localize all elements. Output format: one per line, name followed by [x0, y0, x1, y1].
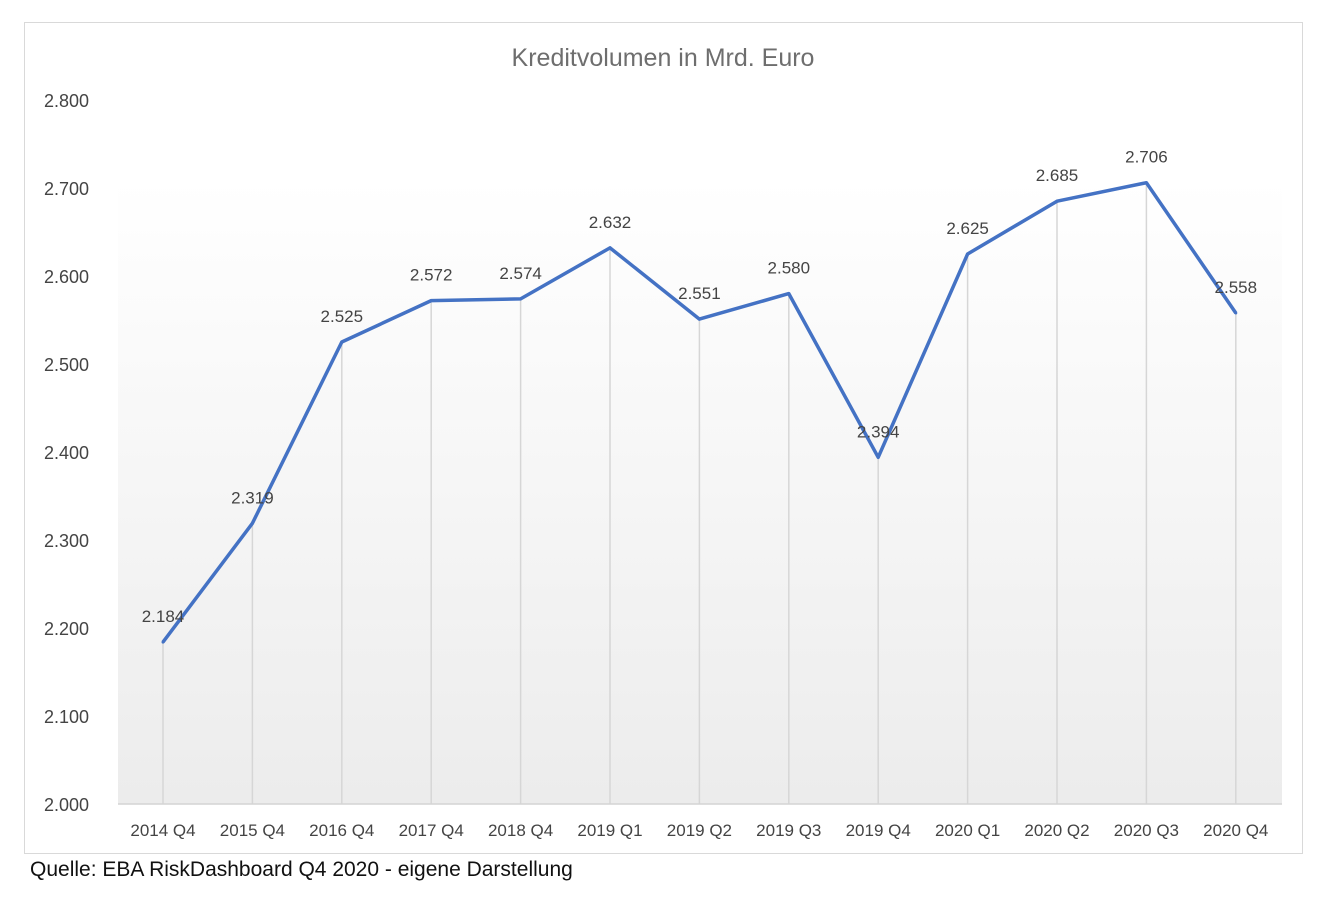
- data-label: 2.706: [1125, 148, 1168, 167]
- data-label: 2.558: [1215, 278, 1258, 297]
- data-label: 2.572: [410, 266, 453, 285]
- chart-frame: [24, 22, 1303, 854]
- data-label: 2.632: [589, 213, 632, 232]
- source-note: Quelle: EBA RiskDashboard Q4 2020 - eige…: [30, 858, 573, 881]
- data-label: 2.625: [946, 219, 989, 238]
- data-point: [429, 299, 433, 303]
- data-label: 2.394: [857, 422, 900, 441]
- data-label: 2.551: [678, 284, 721, 303]
- y-tick-label: 2.400: [44, 443, 89, 463]
- data-label: 2.525: [321, 307, 364, 326]
- data-point: [1144, 181, 1148, 185]
- x-tick-label: 2014 Q4: [130, 821, 195, 840]
- data-label: 2.319: [231, 488, 274, 507]
- data-point: [250, 521, 254, 525]
- line-chart: Kreditvolumen in Mrd. Euro 2.000 2.100 2.2…: [44, 44, 1282, 840]
- x-tick-label: 2017 Q4: [399, 821, 464, 840]
- y-tick-label: 2.100: [44, 707, 89, 727]
- x-tick-label: 2019 Q1: [577, 821, 642, 840]
- data-point: [697, 317, 701, 321]
- data-label: 2.685: [1036, 166, 1079, 185]
- data-point: [876, 455, 880, 459]
- data-label: 2.184: [142, 607, 185, 626]
- x-tick-label: 2015 Q4: [220, 821, 285, 840]
- data-point: [608, 246, 612, 250]
- data-point: [1234, 311, 1238, 315]
- data-point: [340, 340, 344, 344]
- y-tick-label: 2.500: [44, 355, 89, 375]
- y-tick-label: 2.300: [44, 531, 89, 551]
- x-tick-label: 2020 Q2: [1024, 821, 1089, 840]
- chart-title: Kreditvolumen in Mrd. Euro: [512, 44, 815, 72]
- x-tick-label: 2019 Q4: [846, 821, 911, 840]
- x-tick-label: 2020 Q3: [1114, 821, 1179, 840]
- y-tick-label: 2.000: [44, 795, 89, 815]
- x-tick-label: 2019 Q3: [756, 821, 821, 840]
- data-point: [966, 252, 970, 256]
- data-label: 2.574: [499, 264, 542, 283]
- y-tick-label: 2.700: [44, 179, 89, 199]
- x-tick-label: 2019 Q2: [667, 821, 732, 840]
- x-tick-label: 2018 Q4: [488, 821, 553, 840]
- x-tick-label: 2020 Q4: [1203, 821, 1268, 840]
- x-tick-label: 2016 Q4: [309, 821, 374, 840]
- data-point: [787, 292, 791, 296]
- data-label: 2.580: [768, 259, 811, 278]
- y-tick-label: 2.200: [44, 619, 89, 639]
- x-tick-label: 2020 Q1: [935, 821, 1000, 840]
- y-tick-label: 2.800: [44, 91, 89, 111]
- y-tick-label: 2.600: [44, 267, 89, 287]
- data-point: [161, 640, 165, 644]
- data-point: [1055, 199, 1059, 203]
- data-point: [519, 297, 523, 301]
